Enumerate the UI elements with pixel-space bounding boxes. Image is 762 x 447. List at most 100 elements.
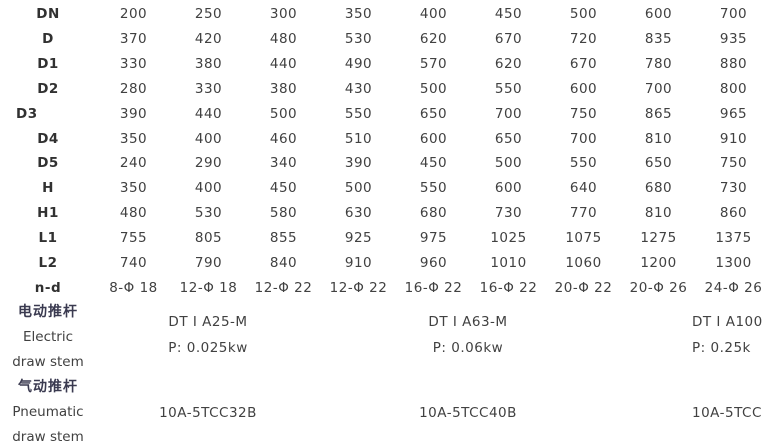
dim-value: 800	[719, 80, 748, 97]
row-label: D2	[37, 80, 59, 97]
electric-actuator-label-en2: draw stem	[12, 354, 84, 371]
pneumatic-actuator-labels: 气动推杆 Pneumatic draw stem	[0, 375, 96, 447]
dim-value: 650	[419, 105, 448, 122]
dim-value: 790	[194, 254, 223, 271]
dim-value: 860	[719, 205, 748, 222]
electric-actuator-section: 电动推杆 Electric draw stem DT I A25-M P: 0.…	[0, 300, 762, 375]
dim-value: 550	[419, 180, 448, 197]
dim-value: 450	[269, 180, 298, 197]
dim-value: 720	[569, 31, 598, 48]
dim-value: 700	[569, 130, 598, 147]
row-label: L1	[38, 230, 58, 247]
electric-actuator-cell: DT I A25-M P: 0.025kw	[168, 309, 248, 361]
dim-value: 840	[269, 254, 298, 271]
pneumatic-actuator-label-cn: 气动推杆	[18, 378, 78, 395]
dim-value: 440	[269, 56, 298, 73]
dimension-row: D1 330 380 440 490 570 620 670 780 880	[0, 52, 762, 77]
dim-value: 12-Φ 18	[179, 279, 238, 296]
dim-value: 12-Φ 22	[329, 279, 388, 296]
dim-value: 680	[644, 180, 673, 197]
dim-value: 20-Φ 26	[629, 279, 688, 296]
dimension-row: DN 200 250 300 350 400 450 500 600 700	[0, 2, 762, 27]
row-label: D5	[37, 155, 59, 172]
pneumatic-actuator-values: 10A-5TCC32B 10A-5TCC40B 10A-5TCC	[0, 375, 762, 447]
dim-value: 650	[644, 155, 673, 172]
dimension-row: L2 740 790 840 910 960 1010 1060 1200 1300	[0, 250, 762, 275]
dim-value: 1060	[565, 254, 602, 271]
row-label: D	[42, 31, 54, 48]
dimension-row: L1 755 805 855 925 975 1025 1075 1275 1375	[0, 226, 762, 251]
dim-value: 580	[269, 205, 298, 222]
dim-value: 16-Φ 22	[479, 279, 538, 296]
row-label: D1	[37, 56, 59, 73]
electric-actuator-label-en1: Electric	[22, 329, 74, 346]
dim-value: 1075	[565, 230, 602, 247]
dim-value: 600	[419, 130, 448, 147]
dim-value: 1010	[490, 254, 527, 271]
electric-model: DT I A100	[692, 314, 762, 331]
dim-value: 1200	[640, 254, 677, 271]
electric-actuator-cell: DT I A100 P: 0.25k	[692, 309, 762, 361]
dim-value: 24-Φ 26	[704, 279, 762, 296]
dim-value: 530	[344, 31, 373, 48]
dim-value: 855	[269, 230, 298, 247]
electric-model: DT I A63-M	[428, 314, 508, 331]
dim-value: 550	[494, 80, 523, 97]
dim-value: 670	[494, 31, 523, 48]
dim-value: 480	[269, 31, 298, 48]
dim-value: 430	[344, 80, 373, 97]
dim-value: 810	[644, 130, 673, 147]
pneumatic-actuator-label-en1: Pneumatic	[12, 403, 84, 420]
dim-value: 640	[569, 180, 598, 197]
dim-value: 810	[644, 205, 673, 222]
dim-value: 650	[494, 130, 523, 147]
dim-value: 340	[269, 155, 298, 172]
dim-value: 250	[194, 6, 223, 23]
dim-value: 290	[194, 155, 223, 172]
dim-value: 490	[344, 56, 373, 73]
dim-value: 740	[119, 254, 148, 271]
dim-value: 500	[494, 155, 523, 172]
dim-value: 240	[119, 155, 148, 172]
dimension-row: D3 390 440 500 550 650 700 750 865 965	[0, 101, 762, 126]
row-label: H1	[37, 205, 59, 222]
dim-value: 390	[344, 155, 373, 172]
dim-value: 730	[719, 180, 748, 197]
dim-value: 700	[494, 105, 523, 122]
dim-value: 835	[644, 31, 673, 48]
dimension-row: D2 280 330 380 430 500 550 600 700 800	[0, 77, 762, 102]
pneumatic-model: 10A-5TCC	[692, 404, 762, 421]
dimension-row: H1 480 530 580 630 680 730 770 810 860	[0, 201, 762, 226]
dim-value: 600	[644, 6, 673, 23]
dim-value: 935	[719, 31, 748, 48]
dim-value: 910	[344, 254, 373, 271]
dim-value: 440	[194, 105, 223, 122]
dim-value: 880	[719, 56, 748, 73]
dim-value: 1300	[715, 254, 752, 271]
dim-value: 460	[269, 130, 298, 147]
dimension-row: n-d 8-Φ 18 12-Φ 18 12-Φ 22 12-Φ 22 16-Φ 22 16-…	[0, 275, 762, 300]
electric-actuator-values: DT I A25-M P: 0.025kw DT I A63-M P: 0.06…	[0, 300, 762, 375]
electric-power: P: 0.06kw	[432, 340, 504, 357]
dim-value: 20-Φ 22	[554, 279, 613, 296]
electric-power: P: 0.25k	[692, 340, 751, 357]
dim-value: 925	[344, 230, 373, 247]
electric-model: DT I A25-M	[168, 314, 248, 331]
pneumatic-model: 10A-5TCC40B	[419, 404, 517, 421]
row-label: L2	[38, 254, 58, 271]
dim-value: 910	[719, 130, 748, 147]
dimension-row: D4 350 400 460 510 600 650 700 810 910	[0, 126, 762, 151]
row-label: H	[42, 180, 54, 197]
dim-value: 965	[719, 105, 748, 122]
dim-value: 550	[344, 105, 373, 122]
dim-value: 200	[119, 6, 148, 23]
dim-value: 570	[419, 56, 448, 73]
electric-actuator-label-cn: 电动推杆	[18, 304, 78, 321]
dim-value: 700	[644, 80, 673, 97]
dim-value: 960	[419, 254, 448, 271]
dim-value: 620	[494, 56, 523, 73]
dim-value: 1375	[715, 230, 752, 247]
row-label: D3	[16, 105, 38, 122]
dim-value: 12-Φ 22	[254, 279, 313, 296]
